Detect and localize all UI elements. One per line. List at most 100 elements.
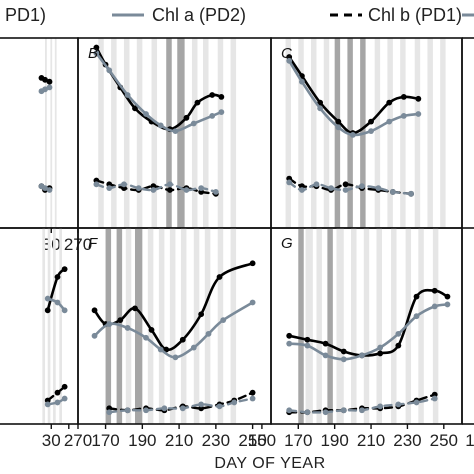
data-point-grey_solid: [124, 92, 131, 98]
data-point-dark_solid: [400, 94, 407, 100]
data-point-grey_solid: [377, 344, 384, 351]
data-point-grey_solid: [218, 109, 225, 115]
data-point-grey_dashed: [231, 399, 238, 406]
shade-band: [193, 228, 200, 424]
data-point-grey_solid: [400, 113, 407, 119]
shade-band: [432, 228, 439, 424]
data-point-grey_solid: [54, 299, 61, 306]
shade-band: [336, 228, 344, 424]
shade-band: [177, 38, 185, 228]
data-point-grey_dashed: [183, 187, 190, 193]
shade-band: [47, 228, 51, 424]
data-point-grey_solid: [93, 50, 100, 57]
data-point-dark_dashed: [342, 181, 349, 188]
data-point-dark_solid: [340, 348, 347, 355]
data-point-grey_dashed: [286, 179, 293, 186]
shade-band: [50, 38, 53, 228]
panel-letter: C: [281, 45, 292, 62]
panel-plot-area: [38, 38, 57, 228]
panel-letter: F: [88, 235, 98, 252]
shade-band: [316, 228, 322, 424]
shade-band: [387, 38, 393, 228]
data-point-dark_solid: [61, 266, 68, 273]
data-point-grey_solid: [91, 332, 98, 339]
x-axis-label: DAY OF YEAR: [214, 455, 325, 472]
data-point-grey_dashed: [198, 401, 205, 408]
shade-band: [230, 228, 237, 424]
shade-band: [376, 228, 382, 424]
data-point-dark_solid: [44, 307, 51, 314]
data-point-grey_solid: [413, 313, 420, 320]
data-point-grey_solid: [106, 321, 113, 327]
shade-band: [98, 38, 104, 228]
shade-band: [298, 38, 304, 228]
series-line-dark_solid: [287, 55, 420, 135]
legend-label-1: Chl a (PD2): [152, 5, 246, 25]
data-point-grey_solid: [322, 352, 329, 359]
series-line-grey_solid: [93, 301, 254, 359]
shade-band: [334, 38, 341, 228]
data-point-dark_solid: [218, 94, 225, 100]
data-point-grey_solid: [431, 303, 438, 310]
data-point-grey_solid: [349, 132, 356, 138]
data-point-grey_solid: [46, 84, 53, 91]
shade-band: [440, 38, 446, 228]
data-point-grey_dashed: [359, 407, 365, 414]
shade-band: [147, 228, 154, 424]
x-tick-label: 170: [91, 431, 119, 450]
panel-C: C: [270, 37, 463, 229]
data-point-grey_solid: [249, 299, 256, 306]
data-point-grey_solid: [286, 57, 293, 64]
data-point-grey_dashed: [124, 407, 131, 414]
data-point-dark_solid: [395, 342, 402, 349]
panel-G: 150 170 190 210 230 250 G: [248, 227, 463, 450]
data-point-dark_dashed: [249, 389, 256, 396]
data-point-dark_dashed: [167, 187, 173, 193]
data-point-grey_dashed: [375, 185, 382, 192]
data-point-grey_solid: [444, 301, 451, 308]
shade-band: [405, 228, 412, 424]
data-point-dark_solid: [322, 340, 329, 347]
shade-band: [323, 38, 330, 228]
data-point-grey_solid: [386, 118, 393, 125]
data-point-grey_solid: [368, 128, 374, 135]
data-point-grey_solid: [143, 111, 149, 117]
data-point-dark_solid: [54, 274, 61, 280]
data-point-grey_dashed: [249, 395, 256, 402]
data-point-grey_dashed: [216, 403, 223, 410]
data-point-grey_solid: [299, 78, 305, 85]
shade-band: [158, 228, 165, 424]
data-point-grey_solid: [359, 352, 365, 359]
panel-plot-area: [42, 228, 68, 424]
shade-band: [363, 228, 370, 424]
data-point-grey_solid: [317, 105, 324, 112]
data-point-grey_dashed: [389, 189, 396, 195]
x-tick-label: 170: [284, 431, 312, 450]
panel-B: B: [77, 37, 272, 229]
data-point-grey_solid: [190, 120, 197, 127]
data-point-grey_dashed: [212, 189, 219, 195]
shade-band: [414, 38, 421, 228]
shade-band: [427, 38, 433, 228]
data-point-grey_dashed: [304, 409, 311, 416]
x-tick-label: 210: [165, 431, 193, 450]
panel-partial-3: 30 270: [0, 227, 92, 450]
shade-band: [418, 228, 424, 424]
data-point-dark_solid: [91, 307, 98, 314]
x-tick-label: 230: [393, 431, 421, 450]
shade-band: [351, 228, 357, 424]
shade-band: [42, 228, 46, 424]
data-point-dark_dashed: [61, 383, 68, 390]
shade-band: [305, 228, 313, 424]
data-point-dark_solid: [368, 118, 374, 125]
data-point-dark_solid: [304, 336, 311, 343]
data-point-grey_solid: [335, 124, 342, 131]
legend-label-0: PD1): [5, 5, 46, 25]
data-point-grey_solid: [205, 330, 212, 337]
data-point-dark_solid: [415, 95, 422, 102]
shade-band: [217, 38, 224, 228]
data-point-dark_solid: [335, 118, 342, 125]
data-point-grey_solid: [190, 344, 197, 351]
data-point-grey_dashed: [413, 399, 420, 406]
